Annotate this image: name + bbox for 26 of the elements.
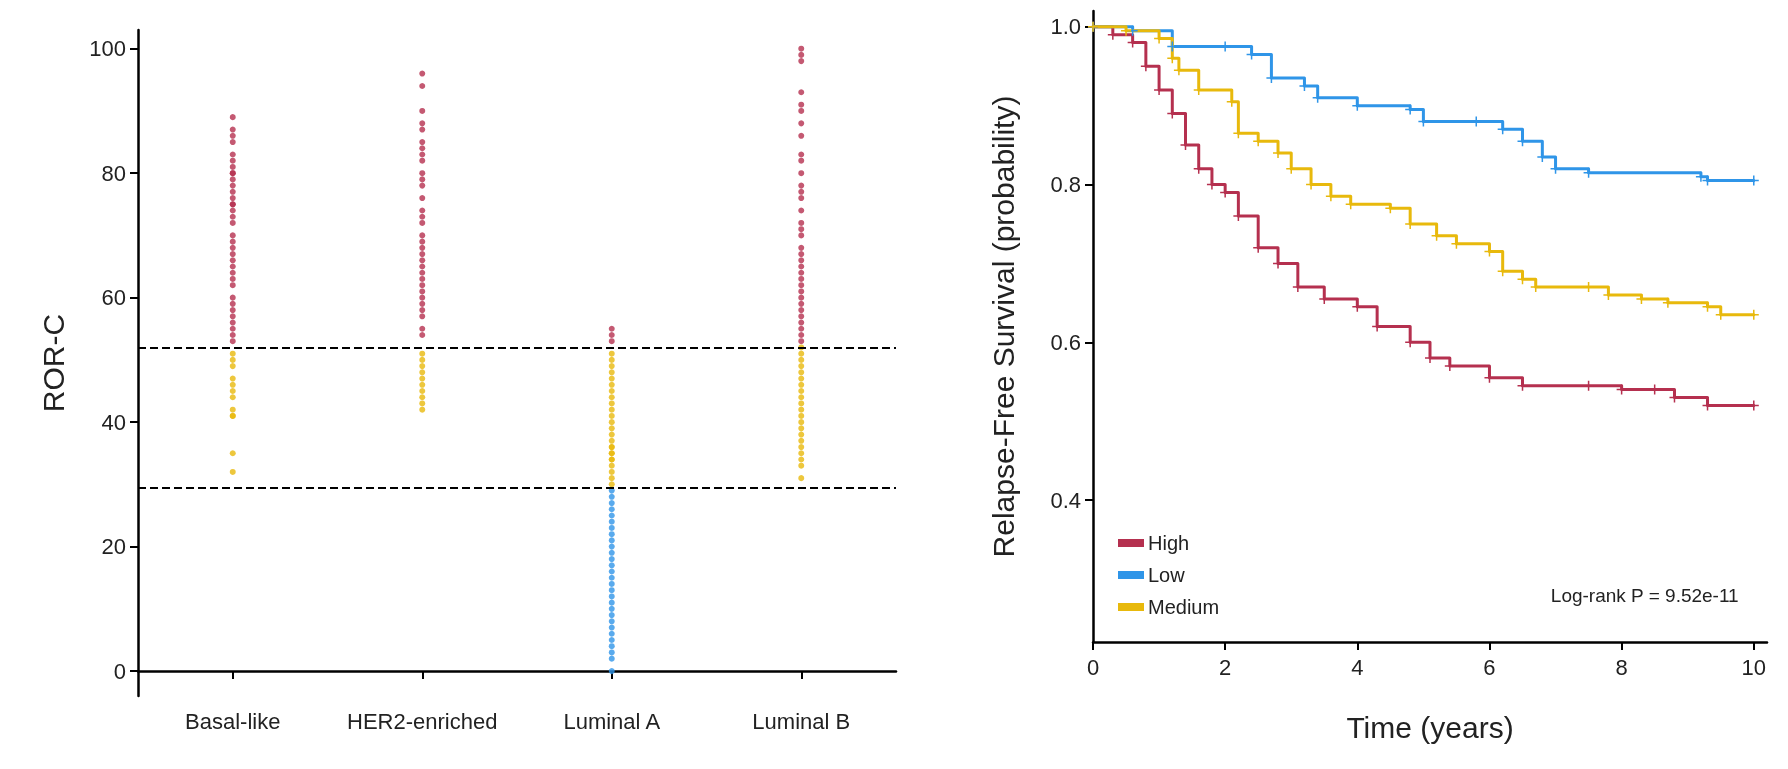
y-tick-label: 80 [101,160,126,186]
y-axis-title: ROR-C [36,313,70,413]
x-tick-label: Luminal B [752,708,851,734]
legend-label: Low [1148,564,1186,586]
y-axis-title: Relapse-Free Survival (probability) [986,95,1020,558]
x-tick-label: 2 [1219,654,1232,680]
x-axis-title: Time (years) [1346,710,1514,744]
x-tick-label: 0 [1086,654,1100,680]
x-tick-label: 6 [1483,654,1496,680]
x-tick-label: 10 [1741,654,1767,680]
y-tick-label: 0.6 [1050,329,1081,355]
x-tick-label: Luminal A [563,708,661,734]
legend-label: High [1148,532,1190,554]
y-tick-label: 1.0 [1050,14,1081,40]
y-tick-label: 20 [101,534,126,560]
y-tick-label: 0.4 [1050,487,1081,513]
y-tick-label: 40 [101,409,126,435]
y-tick-label: 100 [89,36,126,62]
y-tick-label: 0.8 [1050,172,1081,198]
x-tick-label: 4 [1351,654,1364,680]
legend-label: Medium [1148,596,1220,618]
annotation: Log-rank P = 9.52e-11 [1550,585,1739,606]
x-tick-label: Basal-like [185,708,281,734]
x-tick-label: 8 [1615,654,1628,680]
x-tick-label: HER2-enriched [347,708,498,734]
y-tick-label: 60 [101,285,126,311]
